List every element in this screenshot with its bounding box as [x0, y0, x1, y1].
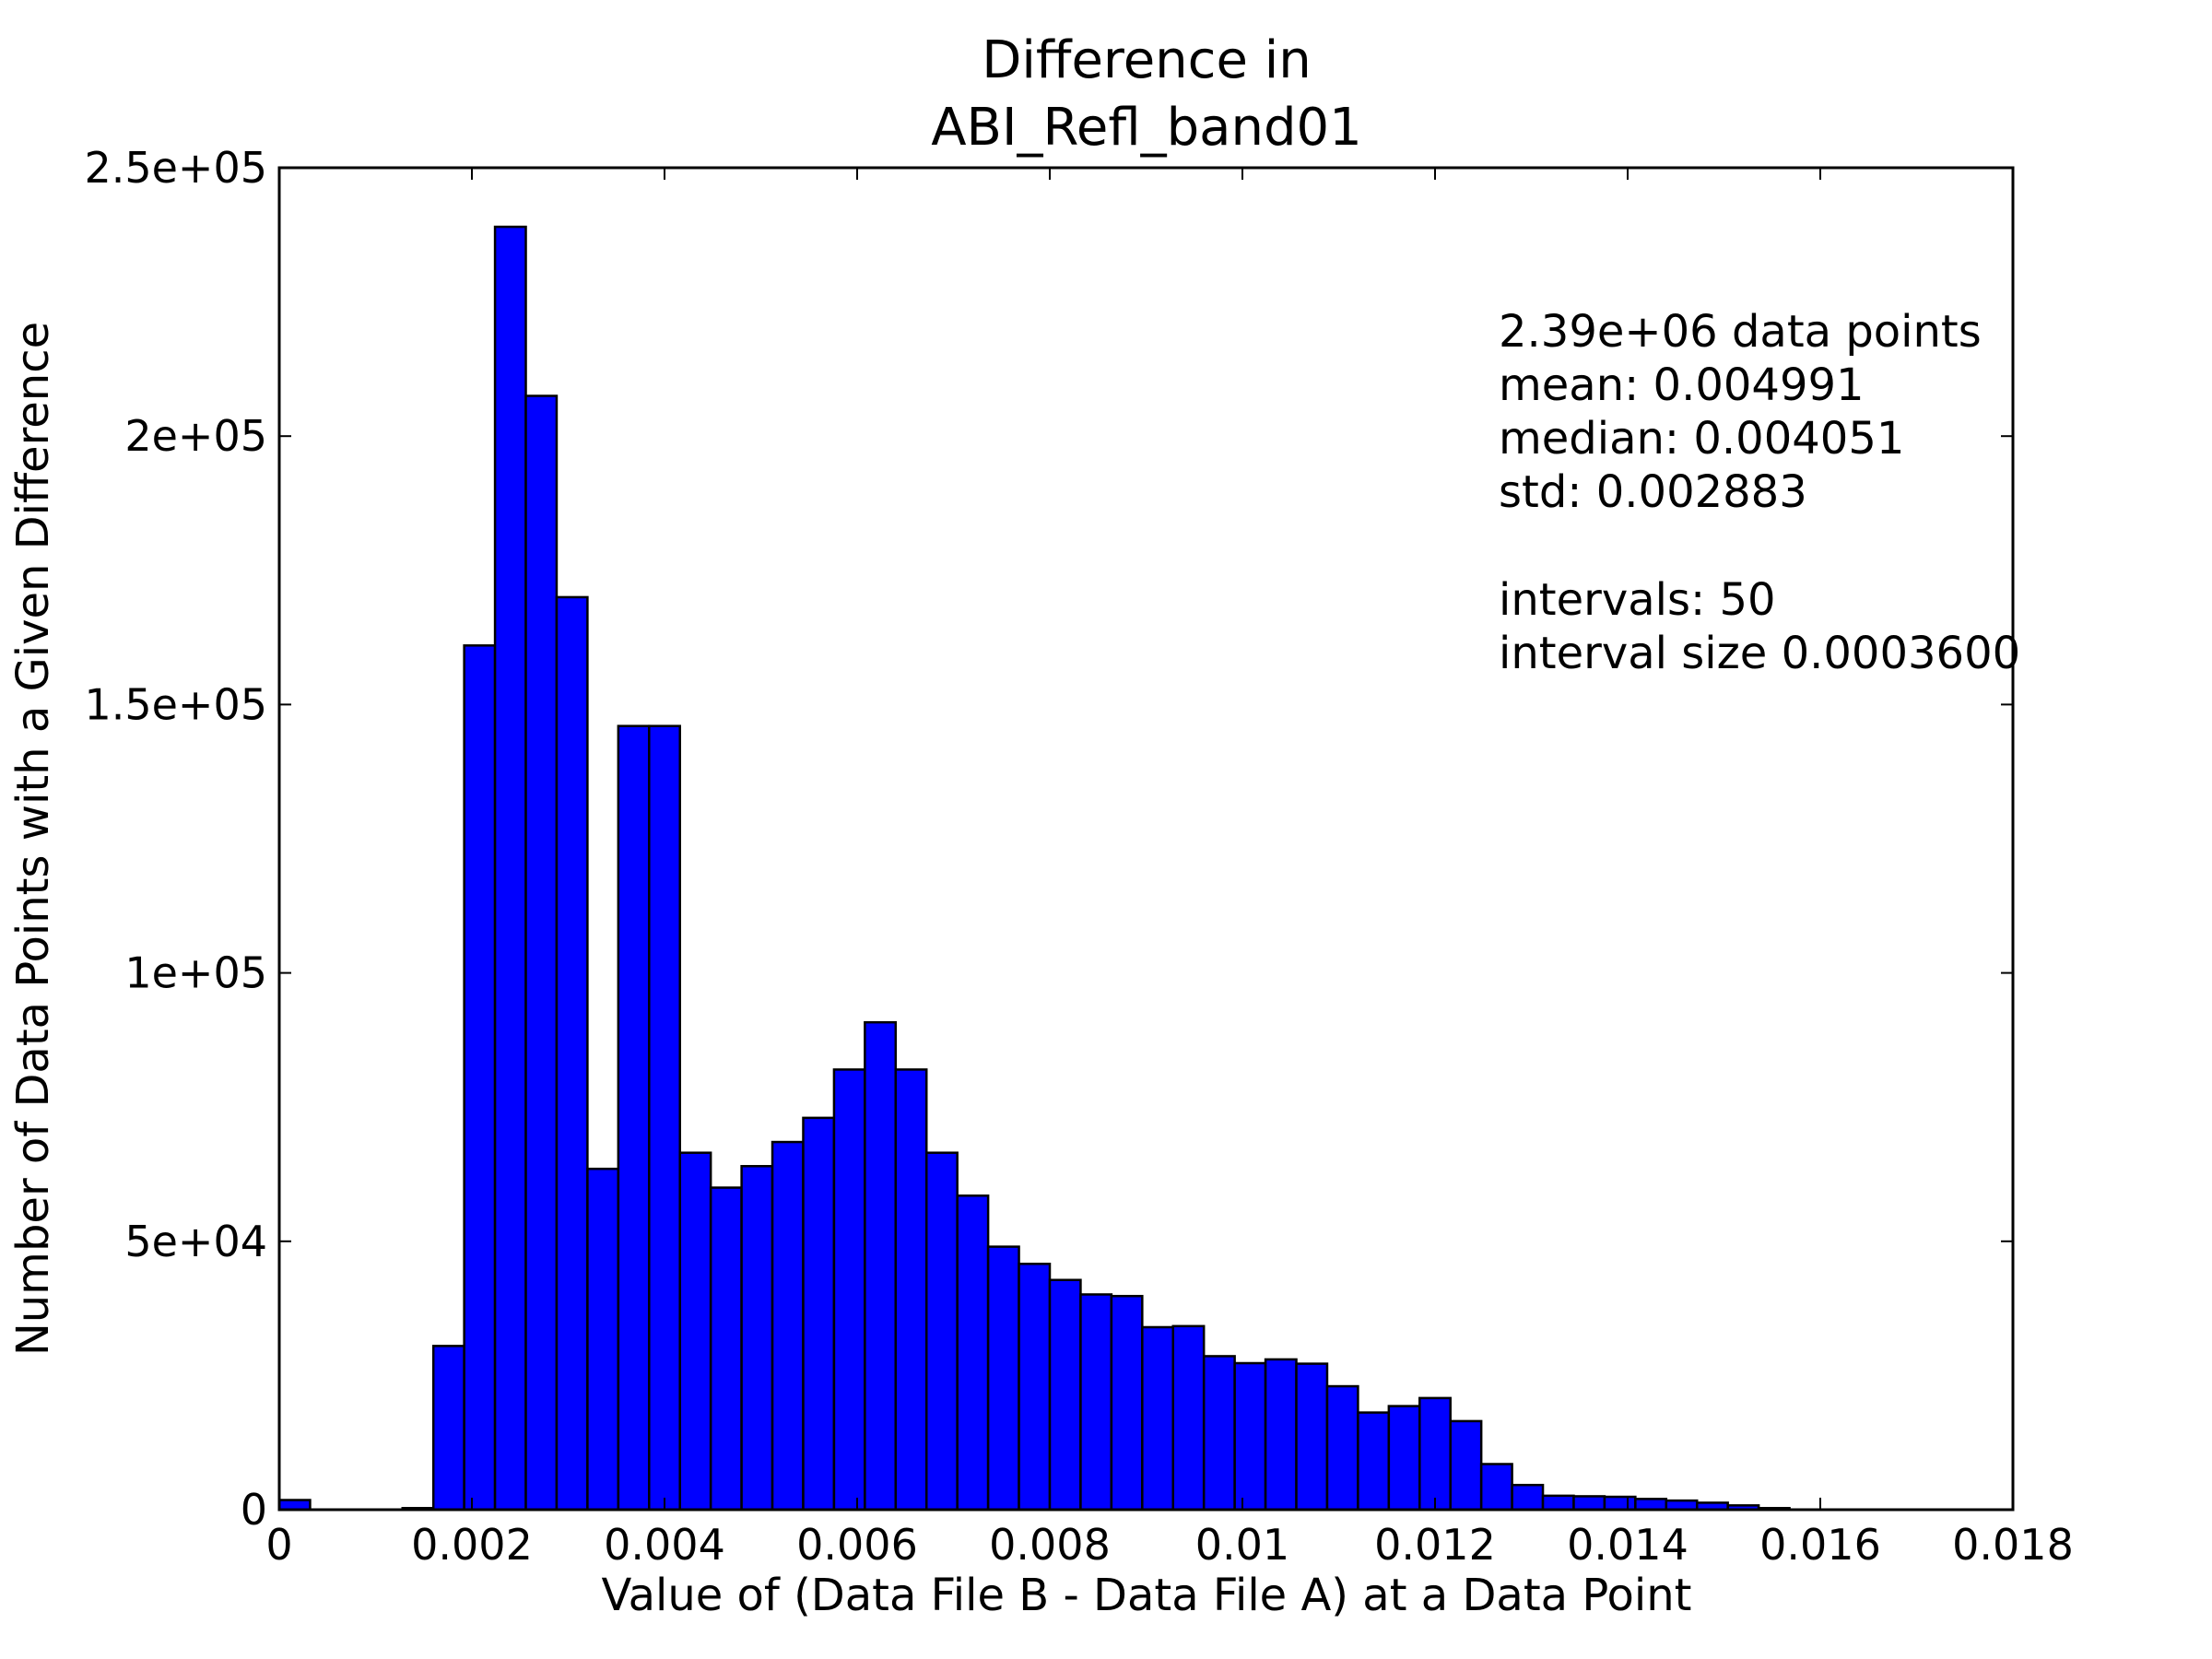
histogram-bar-15: [740, 1165, 774, 1512]
x-tick-label: 0.006: [796, 1520, 918, 1570]
chart-title-line-2: ABI_Refl_band01: [931, 98, 1362, 158]
histogram-bar-31: [1233, 1361, 1267, 1512]
y-tick-label: 1.5e+05: [84, 679, 267, 729]
histogram-bar-0: [277, 1499, 312, 1512]
histogram-bar-42: [1572, 1495, 1606, 1512]
x-tick-label: 0.002: [411, 1520, 533, 1570]
histogram-bar-29: [1171, 1324, 1206, 1512]
histogram-bar-30: [1202, 1355, 1236, 1512]
histogram-bar-39: [1479, 1463, 1513, 1512]
histogram-bar-24: [1018, 1263, 1052, 1512]
x-tick-label: 0: [265, 1520, 292, 1570]
histogram-bar-6: [463, 644, 497, 1512]
stats-annotation: 2.39e+06 data points mean: 0.004991 medi…: [1499, 306, 2020, 679]
x-axis-label: Value of (Data File B - Data File A) at …: [601, 1570, 1691, 1621]
stats-line-median: median: 0.004051: [1499, 413, 1904, 465]
histogram-bar-19: [864, 1020, 898, 1512]
histogram-bar-33: [1295, 1362, 1329, 1512]
y-axis-label: Number of Data Points with a Given Diffe…: [7, 322, 59, 1356]
x-tick-label: 0.004: [604, 1520, 725, 1570]
histogram-bar-17: [802, 1116, 836, 1512]
y-tick-label: 2.5e+05: [84, 143, 267, 193]
histogram-bar-32: [1264, 1358, 1298, 1512]
y-tick-label: 1e+05: [124, 948, 267, 998]
histogram-bar-35: [1357, 1411, 1391, 1512]
x-tick-label: 0.012: [1374, 1520, 1496, 1570]
stats-line-std: std: 0.002883: [1499, 466, 1807, 518]
histogram-bar-28: [1141, 1325, 1175, 1512]
y-tick-label: 5e+04: [124, 1217, 267, 1266]
y-tick-label: 0: [241, 1485, 267, 1535]
histogram-bar-44: [1634, 1498, 1668, 1512]
x-tick-label: 0.016: [1759, 1520, 1881, 1570]
histogram-bar-7: [493, 225, 527, 1512]
x-tick-label: 0.018: [1952, 1520, 2074, 1570]
chart-title-line-1: Difference in: [982, 30, 1312, 90]
histogram-bar-23: [986, 1245, 1020, 1512]
histogram-bar-10: [586, 1167, 620, 1512]
histogram-bar-41: [1541, 1494, 1575, 1512]
histogram-bar-16: [771, 1140, 805, 1512]
histogram-bar-27: [1110, 1294, 1144, 1512]
histogram-bar-11: [617, 724, 651, 1512]
histogram-bar-8: [524, 394, 559, 1512]
histogram-bar-26: [1079, 1293, 1113, 1512]
histogram-bar-43: [1603, 1495, 1637, 1512]
x-tick-label: 0.008: [989, 1520, 1111, 1570]
histogram-bar-22: [956, 1194, 990, 1512]
histogram-bar-21: [924, 1151, 959, 1512]
histogram-bar-37: [1418, 1396, 1452, 1512]
stats-line-interval-size: interval size 0.0003600: [1499, 628, 2020, 679]
stats-line-points: 2.39e+06 data points: [1499, 306, 1982, 358]
histogram-bar-36: [1387, 1405, 1421, 1512]
x-tick-label: 0.014: [1567, 1520, 1688, 1570]
histogram-bar-20: [894, 1068, 928, 1512]
histogram-bar-5: [431, 1345, 465, 1512]
histogram-bar-25: [1048, 1278, 1082, 1512]
stats-line-mean: mean: 0.004991: [1499, 359, 1865, 411]
histogram-bar-40: [1511, 1483, 1545, 1512]
ticks-group: 0 0.002 0.004 0.006 0.008 0.01 0.012 0.014 0.016…: [84, 143, 2073, 1570]
x-tick-label: 0.01: [1195, 1520, 1289, 1570]
histogram-bar-18: [832, 1068, 866, 1512]
y-tick-label: 2e+05: [124, 411, 267, 461]
histogram-bar-14: [709, 1186, 743, 1512]
stats-line-intervals: intervals: 50: [1499, 574, 1776, 626]
histogram-bar-13: [678, 1151, 712, 1512]
histogram-bar-34: [1325, 1384, 1359, 1512]
histogram-bar-38: [1449, 1419, 1483, 1512]
bars-group: [277, 225, 1791, 1512]
histogram-bar-12: [648, 724, 681, 1512]
histogram-bar-9: [555, 595, 589, 1512]
plot-frame: [277, 166, 2015, 1512]
